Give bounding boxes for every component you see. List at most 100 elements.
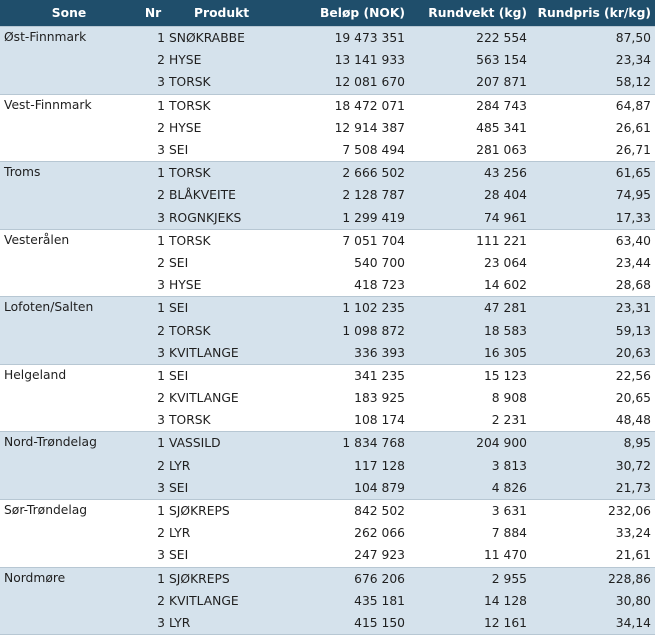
product-cell: TORSK xyxy=(168,319,296,342)
table-row: Nord-Trøndelag 1 VASSILD 1 834 768 204 900 8,… xyxy=(0,431,655,500)
product-cell: KVITLANGE xyxy=(168,341,296,365)
product-cell: LYR xyxy=(168,611,296,635)
product-cell: KVITLANGE xyxy=(168,387,296,410)
product-cell: SJØKREPS xyxy=(168,567,296,590)
amount-cell: 117 128 xyxy=(296,454,409,477)
amount-cell: 12 914 387 xyxy=(296,116,409,139)
header-row: Sone Nr Produkt Beløp (NOK) Rundvekt (kg… xyxy=(0,0,655,27)
product-cell: HYSE xyxy=(168,49,296,72)
weight-cell: 12 161 xyxy=(409,611,531,635)
weight-cell: 7 884 xyxy=(409,522,531,545)
zone-name: Helgeland xyxy=(0,364,138,432)
product-cell: VASSILD xyxy=(168,431,296,455)
zone-group: Vesterålen 1 TORSK 7 051 704 111 221 63,40 2 SE… xyxy=(0,229,655,297)
price-cell: 22,56 xyxy=(531,364,655,387)
price-cell: 64,87 xyxy=(531,94,655,117)
zone-group: Øst-Finnmark 1 SNØKRABBE 19 473 351 222 554 8… xyxy=(0,26,655,95)
table-row: Nordmøre 1 SJØKREPS 676 206 2 955 228,86 xyxy=(0,567,655,635)
amount-cell: 336 393 xyxy=(296,341,409,365)
rank-cell: 3 xyxy=(138,274,168,297)
header-rundpris: Rundpris (kr/kg) xyxy=(531,0,655,27)
rank-cell: 1 xyxy=(138,567,168,590)
amount-cell: 247 923 xyxy=(296,544,409,567)
weight-cell: 4 826 xyxy=(409,476,531,500)
price-cell: 30,72 xyxy=(531,454,655,477)
header-nr: Nr xyxy=(138,0,168,27)
table-header: Sone Nr Produkt Beløp (NOK) Rundvekt (kg… xyxy=(0,0,655,27)
weight-cell: 28 404 xyxy=(409,184,531,207)
table-row: 3 SEI 247 923 11 470 21,61 xyxy=(0,544,655,567)
table-row: 3 ROGNKJEKS 1 299 419 74 961 17,33 xyxy=(0,206,655,230)
rank-cell: 1 xyxy=(138,229,168,252)
table-row: Lofoten/Salten 1 SEI 1 102 235 47 281 23,31 xyxy=(0,296,655,365)
product-cell: LYR xyxy=(168,522,296,545)
weight-cell: 281 063 xyxy=(409,138,531,162)
rank-cell: 3 xyxy=(138,71,168,95)
price-cell: 26,61 xyxy=(531,116,655,139)
amount-cell: 540 700 xyxy=(296,251,409,275)
rank-cell: 2 xyxy=(138,589,168,612)
weight-cell: 563 154 xyxy=(409,49,531,72)
weight-cell: 207 871 xyxy=(409,71,531,95)
table-row: 2 LYR 262 066 7 884 33,24 xyxy=(0,522,655,545)
rank-cell: 2 xyxy=(138,319,168,342)
table-row: Vest-Finnmark 1 TORSK 18 472 071 284 743 64,8… xyxy=(0,94,655,162)
price-cell: 23,44 xyxy=(531,251,655,275)
weight-cell: 18 583 xyxy=(409,319,531,342)
price-cell: 48,48 xyxy=(531,409,655,432)
header-rundvekt: Rundvekt (kg) xyxy=(409,0,531,27)
price-cell: 87,50 xyxy=(531,26,655,50)
table-row: 2 SEI 540 700 23 064 23,44 xyxy=(0,251,655,275)
product-cell: HYSE xyxy=(168,116,296,139)
table-row: Øst-Finnmark 1 SNØKRABBE 19 473 351 222 554 8… xyxy=(0,26,655,95)
zone-name: Lofoten/Salten xyxy=(0,296,138,365)
header-produkt: Produkt xyxy=(168,0,296,27)
price-cell: 59,13 xyxy=(531,319,655,342)
rank-cell: 1 xyxy=(138,161,168,185)
table-row: 3 KVITLANGE 336 393 16 305 20,63 xyxy=(0,341,655,365)
product-cell: SEI xyxy=(168,544,296,567)
zone-group: Sør-Trøndelag 1 SJØKREPS 842 502 3 631 232,06… xyxy=(0,499,655,567)
rank-cell: 2 xyxy=(138,49,168,72)
price-cell: 34,14 xyxy=(531,611,655,635)
rank-cell: 2 xyxy=(138,454,168,477)
rank-cell: 3 xyxy=(138,409,168,432)
weight-cell: 43 256 xyxy=(409,161,531,185)
rank-cell: 1 xyxy=(138,431,168,455)
zone-name: Sør-Trøndelag xyxy=(0,499,138,567)
rank-cell: 1 xyxy=(138,26,168,50)
amount-cell: 1 102 235 xyxy=(296,296,409,320)
zone-name: Vesterålen xyxy=(0,229,138,297)
price-cell: 33,24 xyxy=(531,522,655,545)
table-row: 2 TORSK 1 098 872 18 583 59,13 xyxy=(0,319,655,342)
product-cell: SEI xyxy=(168,476,296,500)
amount-cell: 341 235 xyxy=(296,364,409,387)
amount-cell: 676 206 xyxy=(296,567,409,590)
rank-cell: 2 xyxy=(138,251,168,275)
product-cell: KVITLANGE xyxy=(168,589,296,612)
weight-cell: 2 231 xyxy=(409,409,531,432)
amount-cell: 183 925 xyxy=(296,387,409,410)
amount-cell: 1 834 768 xyxy=(296,431,409,455)
amount-cell: 13 141 933 xyxy=(296,49,409,72)
price-cell: 20,63 xyxy=(531,341,655,365)
amount-cell: 1 098 872 xyxy=(296,319,409,342)
weight-cell: 204 900 xyxy=(409,431,531,455)
price-cell: 74,95 xyxy=(531,184,655,207)
price-cell: 61,65 xyxy=(531,161,655,185)
amount-cell: 7 051 704 xyxy=(296,229,409,252)
product-cell: ROGNKJEKS xyxy=(168,206,296,230)
amount-cell: 18 472 071 xyxy=(296,94,409,117)
zone-name: Vest-Finnmark xyxy=(0,94,138,162)
amount-cell: 418 723 xyxy=(296,274,409,297)
product-cell: SJØKREPS xyxy=(168,499,296,523)
rank-cell: 1 xyxy=(138,499,168,523)
product-cell: HYSE xyxy=(168,274,296,297)
price-cell: 63,40 xyxy=(531,229,655,252)
rank-cell: 3 xyxy=(138,341,168,365)
rank-cell: 1 xyxy=(138,94,168,117)
weight-cell: 14 128 xyxy=(409,589,531,612)
rank-cell: 2 xyxy=(138,522,168,545)
rank-cell: 3 xyxy=(138,206,168,230)
product-cell: SNØKRABBE xyxy=(168,26,296,50)
